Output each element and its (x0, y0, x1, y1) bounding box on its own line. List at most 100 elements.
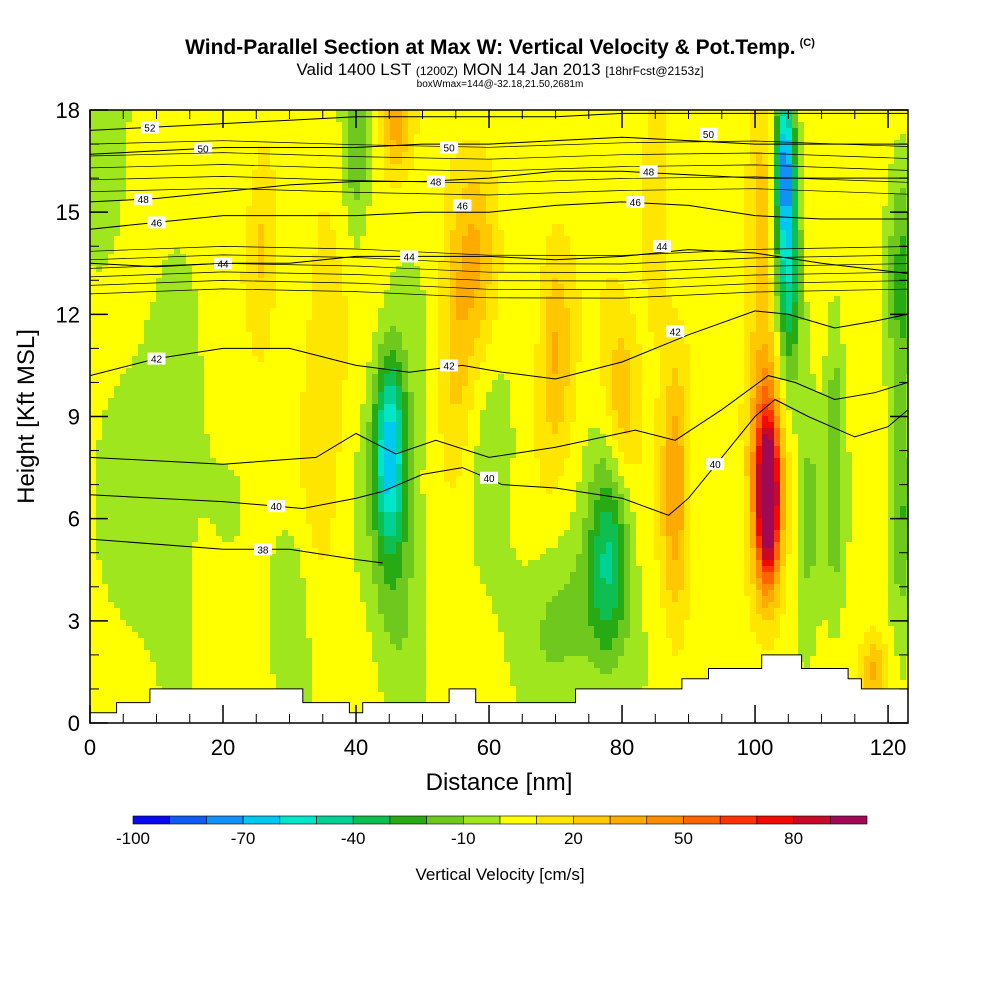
velocity-cell (258, 248, 265, 255)
velocity-cell (708, 224, 715, 231)
velocity-cell (744, 206, 751, 213)
velocity-cell (798, 212, 805, 219)
velocity-cell (270, 182, 277, 189)
velocity-cell (558, 212, 565, 219)
velocity-cell (180, 248, 187, 255)
velocity-cell (342, 200, 349, 207)
velocity-cell (690, 122, 697, 129)
velocity-cell (276, 224, 283, 231)
velocity-cell (630, 242, 637, 249)
velocity-cell (690, 164, 697, 171)
velocity-cell (468, 290, 475, 297)
velocity-cell (546, 140, 553, 147)
velocity-cell (678, 158, 685, 165)
velocity-cell (564, 134, 571, 141)
velocity-cell (564, 278, 571, 285)
velocity-cell (834, 320, 841, 327)
velocity-cell (294, 308, 301, 315)
velocity-cell (516, 146, 523, 153)
velocity-cell (444, 176, 451, 183)
velocity-cell (690, 302, 697, 309)
velocity-cell (672, 128, 679, 135)
velocity-cell (414, 266, 421, 273)
velocity-cell (546, 314, 553, 321)
velocity-cell (588, 110, 595, 117)
velocity-cell (690, 272, 697, 279)
velocity-cell (594, 224, 601, 231)
velocity-cell (504, 158, 511, 165)
velocity-cell (240, 254, 247, 261)
velocity-cell (216, 296, 223, 303)
velocity-cell (414, 290, 421, 297)
velocity-cell (228, 248, 235, 255)
velocity-cell (678, 164, 685, 171)
velocity-cell (498, 194, 505, 201)
velocity-cell (114, 134, 121, 141)
velocity-cell (288, 326, 295, 333)
velocity-cell (786, 158, 793, 165)
velocity-cell (402, 140, 409, 147)
chart-title: Wind-Parallel Section at Max W: Vertical… (0, 36, 1000, 60)
velocity-cell (726, 230, 733, 237)
velocity-cell (384, 146, 391, 153)
velocity-cell (198, 236, 205, 243)
velocity-cell (162, 110, 169, 117)
velocity-cell (792, 224, 799, 231)
velocity-cell (150, 140, 157, 147)
velocity-cell (240, 164, 247, 171)
velocity-cell (378, 182, 385, 189)
velocity-cell (312, 254, 319, 261)
velocity-cell (186, 140, 193, 147)
velocity-cell (396, 254, 403, 261)
velocity-cell (270, 170, 277, 177)
velocity-cell (654, 224, 661, 231)
velocity-cell (264, 308, 271, 315)
velocity-cell (474, 290, 481, 297)
velocity-cell (858, 242, 865, 249)
velocity-cell (414, 146, 421, 153)
velocity-cell (96, 110, 103, 117)
velocity-cell (174, 290, 181, 297)
velocity-cell (534, 260, 541, 267)
velocity-cell (708, 296, 715, 303)
velocity-cell (432, 224, 439, 231)
velocity-cell (558, 248, 565, 255)
velocity-cell (672, 266, 679, 273)
velocity-cell (240, 194, 247, 201)
velocity-cell (804, 266, 811, 273)
velocity-cell (396, 242, 403, 249)
velocity-cell (474, 164, 481, 171)
velocity-cell (702, 302, 709, 309)
velocity-cell (174, 248, 181, 255)
velocity-cell (366, 206, 373, 213)
velocity-cell (108, 314, 115, 321)
velocity-cell (792, 290, 799, 297)
velocity-cell (192, 218, 199, 225)
velocity-cell (300, 236, 307, 243)
velocity-cell (612, 242, 619, 249)
velocity-cell (396, 302, 403, 309)
velocity-cell (144, 206, 151, 213)
velocity-cell (780, 218, 787, 225)
velocity-cell (168, 278, 175, 285)
velocity-cell (462, 278, 469, 285)
velocity-cell (468, 320, 475, 327)
velocity-cell (672, 224, 679, 231)
velocity-cell (708, 302, 715, 309)
velocity-cell (870, 290, 877, 297)
velocity-cell (582, 146, 589, 153)
velocity-cell (342, 320, 349, 327)
velocity-cell (420, 140, 427, 147)
velocity-cell (222, 164, 229, 171)
velocity-cell (822, 158, 829, 165)
velocity-cell (396, 116, 403, 123)
velocity-cell (738, 188, 745, 195)
velocity-cell (684, 134, 691, 141)
velocity-cell (624, 152, 631, 159)
velocity-cell (234, 314, 241, 321)
velocity-cell (186, 128, 193, 135)
velocity-cell (294, 278, 301, 285)
velocity-cell (870, 158, 877, 165)
velocity-cell (360, 188, 367, 195)
velocity-cell (210, 158, 217, 165)
